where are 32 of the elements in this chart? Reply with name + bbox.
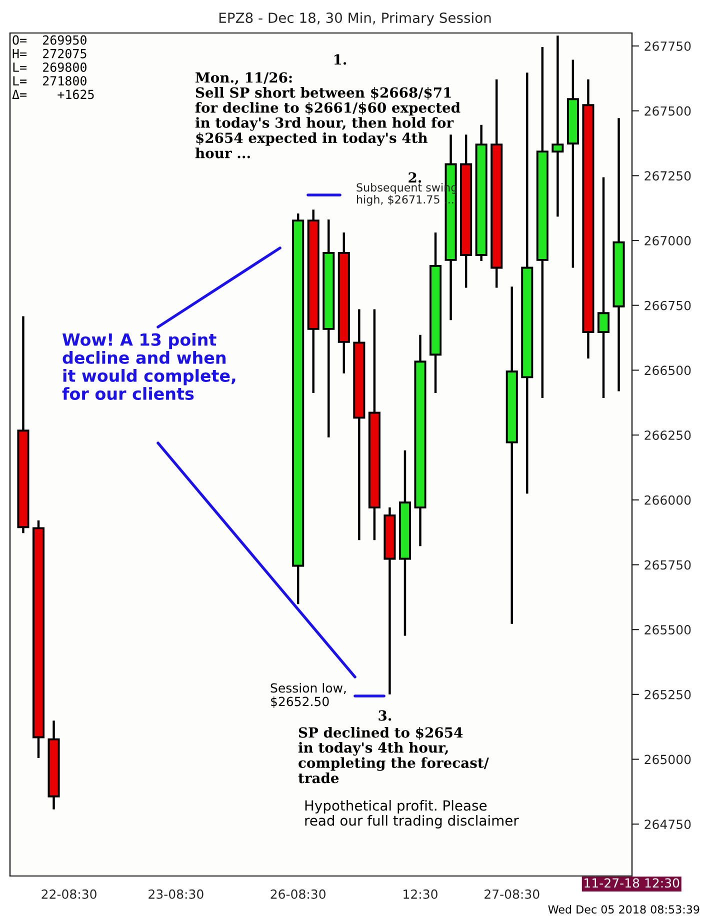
y-tick-label: 266000	[644, 495, 691, 505]
y-tick-label: 266750	[644, 300, 691, 310]
y-tick-label: 266250	[644, 430, 691, 440]
y-tick-label: 264750	[644, 820, 691, 830]
x-tick-label: 12:30	[404, 889, 438, 899]
annotation: O= 269950 H= 272075 L= 269800 L= 271800 Δ= +1625	[12, 35, 94, 100]
text: 11-27-18 12:30	[584, 878, 680, 888]
annotation: Mon., 11/26: Sell SP short between $2668/$71 for decline to $2661/$60 expected in today's 3rd hour, then hold for $2654 expected in today's 4th hour ...	[195, 72, 460, 158]
candlestick	[552, 34, 564, 218]
annotation: 2.	[408, 172, 422, 183]
x-tick-label: 27-08:30	[484, 889, 540, 899]
y-tick-label: 267500	[644, 106, 691, 116]
annotation: Hypothetical profit. Please read our full trading disclaimer	[305, 800, 519, 828]
x-tick-label: 26-08:30	[270, 889, 326, 899]
annotation: Session low, $2652.50	[270, 683, 346, 708]
y-tick-label: 265000	[644, 754, 691, 764]
annotation: 3.	[378, 710, 392, 721]
text: Wed Dec 05 2018 08:53:39	[548, 905, 700, 914]
y-tick-label: 265250	[644, 690, 691, 700]
annotation: Wow! A 13 point decline and when it would complete, for our clients	[62, 333, 236, 400]
y-tick-label: 267250	[644, 171, 691, 181]
x-tick-label: 22-08:30	[42, 889, 96, 899]
y-tick-label: 267750	[644, 41, 691, 51]
y-tick-label: 266500	[644, 366, 691, 376]
y-tick-label: 267000	[644, 236, 691, 246]
y-tick-label: 265750	[644, 560, 691, 570]
chart-title: EPZ8 - Dec 18, 30 Min, Primary Session	[219, 12, 491, 26]
annotation: SP declined to $2654 in today's 4th hour, completing the forecast/ trade	[298, 726, 489, 784]
annotation: 1.	[334, 54, 346, 65]
x-tick-label: 23-08:30	[148, 889, 204, 899]
candlestick	[597, 176, 610, 400]
y-tick-label: 265500	[644, 625, 691, 635]
